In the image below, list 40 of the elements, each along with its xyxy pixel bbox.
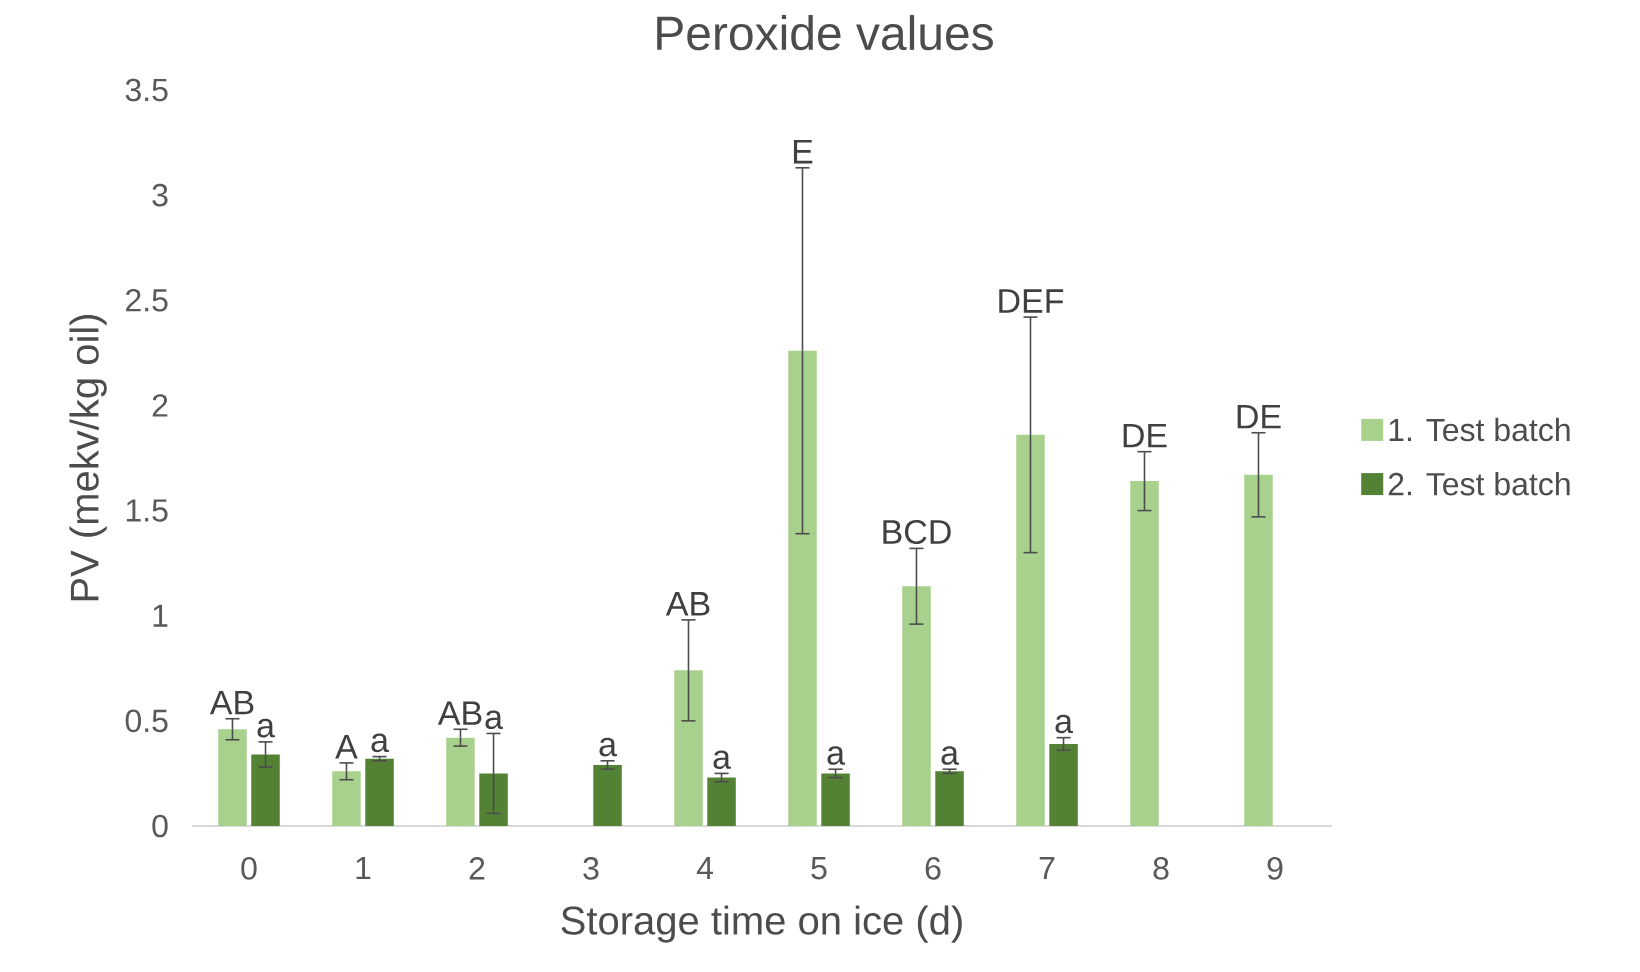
annotation: a [713,750,731,770]
legend-label: 1. Test batch [1389,417,1570,442]
y-tick-label: 3.5 [125,78,168,102]
x-tick-label: 9 [1267,857,1283,880]
x-tick-label: 3 [583,857,599,880]
x-tick-label: 4 [696,857,713,880]
annotation: DE [1123,423,1167,448]
x-axis-title: Storage time on ice (d) [561,905,962,943]
x-tick-label: 8 [1153,857,1169,880]
x-tick-label: 2 [469,857,485,880]
x-tick-label: 5 [811,857,827,880]
y-tick-label: 2 [152,394,168,417]
annotation: a [257,718,275,738]
annotation: AB [665,592,710,616]
annotation: AB [437,701,482,725]
y-tick-label: 3 [152,183,168,207]
annotation: AB [209,690,254,715]
annotation: DE [1237,404,1281,429]
annotation: a [941,746,960,765]
y-tick-label: 0.5 [125,709,168,733]
y-tick-label: 0 [152,814,168,838]
annotation: a [371,733,389,753]
chart-title: Peroxide values [657,15,993,51]
y-tick-label: 1.5 [126,499,168,522]
x-tick-label: 6 [925,857,941,880]
annotation: a [599,737,617,757]
annotation: a [1055,714,1074,734]
y-axis-title: PV (mekv/kg oil) [69,314,107,601]
legend-label: 2. Test batch [1388,471,1570,496]
annotation: a [827,746,845,765]
x-tick-label: 0 [241,857,257,880]
annotation: BCD [883,519,951,545]
x-tick-label: 1 [356,857,371,880]
annotation: DEF [999,289,1064,313]
y-tick-label: 1 [153,604,168,627]
annotation: a [485,710,503,730]
annotation: A [335,735,358,759]
y-tick-label: 2.5 [126,288,168,312]
x-tick-label: 7 [1039,857,1055,880]
annotation: E [793,139,813,164]
